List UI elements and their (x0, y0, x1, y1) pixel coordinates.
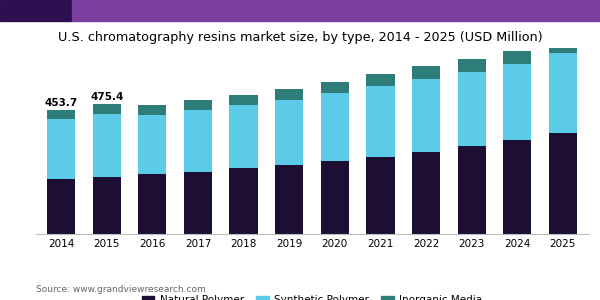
Bar (184, 172, 212, 234)
Bar (92, 114, 121, 177)
Bar (138, 105, 166, 115)
Bar (366, 86, 395, 157)
Bar (275, 165, 304, 234)
Bar (503, 64, 532, 140)
Bar (412, 79, 440, 152)
Legend: Natural Polymer, Synthetic Polymer, Inorganic Media: Natural Polymer, Synthetic Polymer, Inor… (138, 291, 486, 300)
Bar (184, 100, 212, 110)
Bar (229, 168, 258, 234)
Bar (503, 51, 532, 64)
Bar (275, 89, 304, 100)
Bar (366, 157, 395, 234)
Bar (549, 53, 577, 133)
Bar (229, 94, 258, 105)
Bar (458, 146, 486, 234)
Bar (92, 104, 121, 114)
Bar (320, 161, 349, 234)
Bar (503, 140, 532, 234)
Bar (366, 74, 395, 86)
Bar (549, 133, 577, 234)
Bar (320, 93, 349, 161)
Bar (47, 179, 75, 234)
Polygon shape (0, 0, 72, 21)
Polygon shape (72, 0, 600, 21)
Bar (275, 100, 304, 165)
Bar (92, 177, 121, 234)
Bar (412, 66, 440, 79)
Bar (549, 39, 577, 53)
Bar (458, 59, 486, 72)
Bar (138, 115, 166, 174)
Bar (412, 152, 440, 234)
Bar (184, 110, 212, 172)
Text: 453.7: 453.7 (44, 98, 78, 108)
Text: 475.4: 475.4 (90, 92, 124, 102)
Bar (47, 119, 75, 179)
Bar (458, 72, 486, 146)
Bar (229, 105, 258, 168)
Bar (138, 174, 166, 234)
Text: Source: www.grandviewresearch.com: Source: www.grandviewresearch.com (36, 285, 206, 294)
Bar (320, 82, 349, 93)
Text: U.S. chromatography resins market size, by type, 2014 - 2025 (USD Million): U.S. chromatography resins market size, … (58, 31, 542, 44)
Bar (47, 110, 75, 119)
